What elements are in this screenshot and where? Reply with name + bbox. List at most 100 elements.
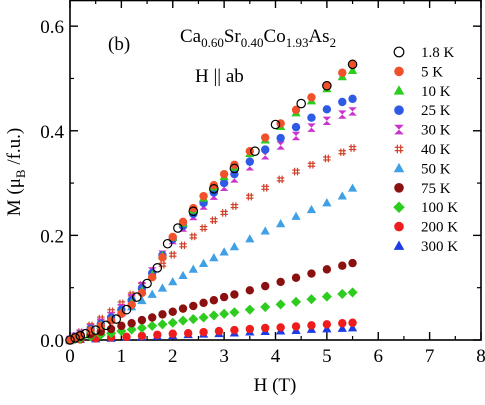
data-point bbox=[245, 324, 255, 334]
data-point bbox=[276, 141, 285, 150]
data-point bbox=[322, 105, 332, 114]
data-point bbox=[75, 331, 86, 341]
x-tick-label: 2 bbox=[168, 346, 178, 367]
data-point bbox=[291, 105, 301, 115]
x-axis-title: H (T) bbox=[254, 375, 297, 396]
data-point bbox=[291, 211, 301, 220]
data-point bbox=[347, 287, 358, 298]
series-25k bbox=[65, 94, 357, 345]
data-point bbox=[245, 234, 255, 243]
data-point bbox=[337, 191, 347, 200]
data-point bbox=[147, 289, 157, 298]
data-point bbox=[219, 308, 230, 319]
data-point bbox=[261, 281, 270, 291]
data-point bbox=[106, 311, 116, 321]
data-point bbox=[127, 300, 136, 310]
legend-marker bbox=[393, 162, 405, 173]
x-tick-label: 7 bbox=[425, 346, 435, 367]
data-point bbox=[306, 294, 317, 305]
data-point bbox=[210, 216, 218, 224]
data-point bbox=[209, 296, 219, 305]
data-point bbox=[347, 183, 358, 192]
data-point bbox=[126, 324, 137, 335]
data-point bbox=[348, 318, 357, 327]
data-point bbox=[137, 295, 147, 305]
data-point bbox=[178, 304, 188, 313]
data-point bbox=[291, 322, 301, 331]
data-point bbox=[261, 323, 270, 333]
legend-marker bbox=[394, 124, 404, 135]
data-point bbox=[348, 144, 357, 152]
data-point bbox=[188, 314, 199, 325]
data-point bbox=[275, 299, 286, 310]
legend: 1.8 K 5 K 10 K 25 K 30 K 40 K 50 K 75 K 100 K 200… bbox=[393, 45, 458, 255]
data-point bbox=[101, 320, 111, 331]
data-point bbox=[219, 292, 229, 302]
data-point bbox=[148, 313, 157, 322]
legend-label: 300 K bbox=[421, 239, 458, 255]
legend-label: 75 K bbox=[421, 181, 451, 197]
formula-sub-0: 0.60 bbox=[201, 35, 224, 50]
formula-el-3: As bbox=[308, 26, 329, 47]
legend-label: 5 K bbox=[421, 64, 443, 80]
y-tick-label: 0.6 bbox=[40, 17, 64, 38]
data-point bbox=[121, 304, 132, 315]
data-point bbox=[142, 278, 152, 289]
data-point bbox=[244, 304, 255, 315]
data-point bbox=[260, 226, 270, 235]
data-point bbox=[229, 307, 240, 318]
data-point bbox=[230, 290, 239, 299]
data-point bbox=[347, 59, 358, 70]
data-point bbox=[65, 335, 75, 345]
data-point bbox=[261, 145, 270, 154]
data-point bbox=[337, 288, 348, 300]
data-point bbox=[188, 264, 198, 273]
data-point bbox=[307, 160, 316, 169]
data-point bbox=[348, 60, 357, 70]
data-point bbox=[162, 238, 173, 249]
data-point bbox=[111, 314, 122, 324]
data-point bbox=[307, 123, 316, 132]
data-point bbox=[338, 97, 347, 107]
legend-marker bbox=[394, 66, 404, 77]
legend-label: 50 K bbox=[421, 161, 451, 177]
data-point bbox=[276, 323, 285, 332]
x-tick-label: 1 bbox=[117, 346, 127, 367]
data-point bbox=[131, 292, 142, 302]
data-point bbox=[321, 291, 332, 302]
y-axis-title-mu: μ bbox=[4, 178, 25, 188]
data-point bbox=[307, 269, 316, 278]
data-point bbox=[137, 315, 147, 325]
y-tick-label: 0.2 bbox=[40, 226, 64, 247]
x-tick-label: 8 bbox=[476, 346, 485, 367]
data-point bbox=[177, 315, 189, 326]
legend-marker bbox=[393, 201, 405, 213]
data-point bbox=[158, 310, 167, 319]
legend-label: 30 K bbox=[421, 123, 451, 139]
data-point bbox=[148, 267, 157, 276]
data-point bbox=[137, 288, 147, 298]
data-point bbox=[157, 319, 168, 330]
data-point bbox=[291, 122, 301, 132]
formula-sub-3: 2 bbox=[330, 35, 337, 50]
axes: 0 1 2 3 4 5 6 7 8 0.0 0.2 0.4 0.6 bbox=[40, 0, 485, 367]
data-point bbox=[158, 253, 167, 262]
formula-el-0: Ca bbox=[180, 26, 202, 47]
data-point bbox=[209, 184, 219, 194]
data-point bbox=[337, 323, 347, 332]
data-point bbox=[260, 302, 271, 313]
data-point bbox=[276, 219, 286, 228]
data-point bbox=[90, 325, 101, 335]
data-point bbox=[219, 247, 229, 256]
legend-marker bbox=[393, 46, 405, 58]
data-point bbox=[245, 157, 255, 166]
data-point bbox=[153, 330, 162, 339]
data-point bbox=[338, 148, 347, 156]
series-5k bbox=[65, 60, 357, 345]
y-axis-title-suffix: /f.u.) bbox=[4, 128, 25, 170]
data-point bbox=[198, 312, 209, 323]
data-point bbox=[245, 146, 255, 156]
data-point bbox=[270, 119, 281, 130]
data-point bbox=[338, 110, 347, 119]
y-axis-title-prefix: M ( bbox=[4, 188, 25, 216]
